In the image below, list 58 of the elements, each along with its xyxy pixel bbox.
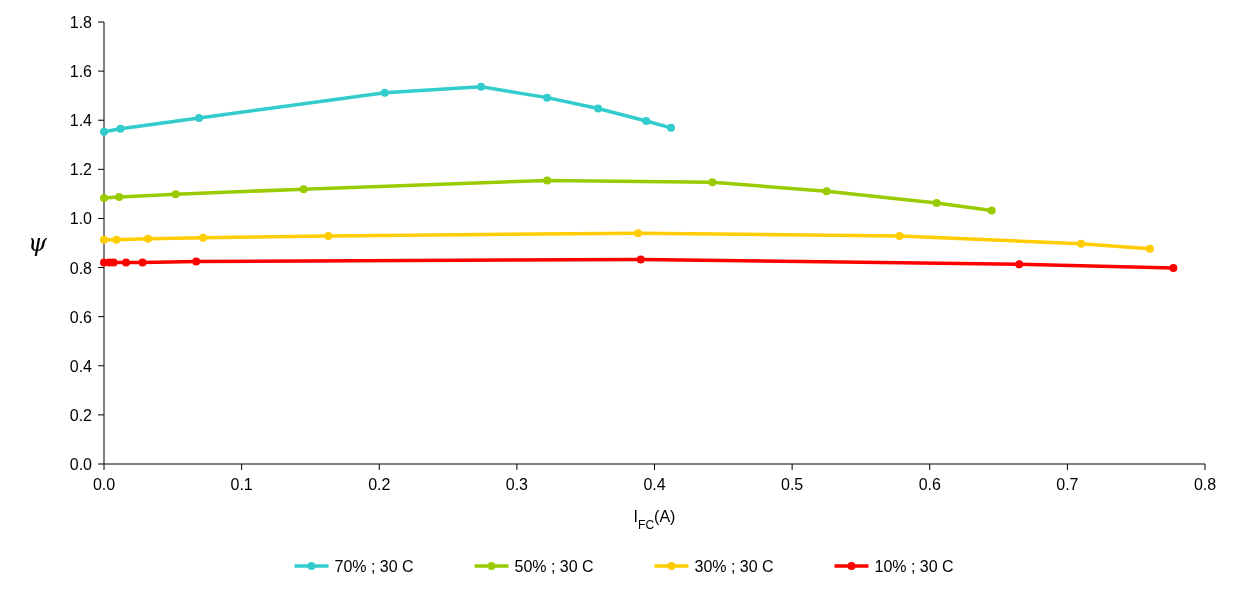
y-tick-label: 1.0 xyxy=(69,210,93,228)
point xyxy=(708,178,717,187)
y-tick-label: 0.0 xyxy=(69,456,93,473)
y-tick-label: 0.2 xyxy=(69,406,93,424)
point xyxy=(194,114,203,122)
point xyxy=(987,206,996,215)
x-tick-label: 0.0 xyxy=(92,476,116,493)
point xyxy=(380,88,389,97)
point xyxy=(299,185,308,194)
x-tick-label: 0.3 xyxy=(505,476,529,493)
point xyxy=(636,255,645,264)
point xyxy=(477,82,486,91)
x-tick-label: 0.2 xyxy=(368,476,391,493)
y-tick-label: 1.8 xyxy=(69,14,93,31)
point xyxy=(199,233,208,242)
point xyxy=(822,187,831,196)
x-tick-label: 0.4 xyxy=(643,476,666,493)
x-tick-label: 0.6 xyxy=(918,476,941,493)
point xyxy=(100,127,108,136)
point xyxy=(1077,239,1086,248)
point xyxy=(594,104,603,113)
point xyxy=(115,193,124,202)
point xyxy=(642,116,651,125)
point xyxy=(895,231,904,240)
point xyxy=(171,190,180,199)
legend-label: 70% ; 30 C xyxy=(334,558,414,575)
point xyxy=(932,198,941,207)
y-tick-label: 1.2 xyxy=(69,161,93,179)
x-tick-label: 0.8 xyxy=(1193,476,1217,493)
point xyxy=(138,258,147,267)
point xyxy=(122,258,131,267)
x-axis-title: I$_{FC}$(A) xyxy=(633,508,676,532)
point xyxy=(1015,260,1024,269)
x-tick-label: 0.1 xyxy=(230,476,253,493)
x-tick-label: 0.7 xyxy=(1056,476,1079,493)
legend-label: 30% ; 30 C xyxy=(694,558,774,575)
point xyxy=(543,93,552,102)
point xyxy=(1169,264,1178,273)
point xyxy=(144,234,153,243)
point xyxy=(324,231,333,240)
y-tick-label: 1.6 xyxy=(69,63,93,81)
x-tick-label: 0.5 xyxy=(781,476,804,493)
legend-label: 50% ; 30 C xyxy=(514,558,594,575)
y-axis-title: ψ xyxy=(28,229,48,257)
y-tick-label: 0.4 xyxy=(69,357,93,375)
legend-label: 10% ; 30 C xyxy=(874,558,954,575)
point xyxy=(633,229,642,238)
y-tick-label: 0.8 xyxy=(69,259,93,277)
y-tick-label: 0.6 xyxy=(69,308,93,326)
y-tick-label: 1.4 xyxy=(69,112,93,130)
point xyxy=(100,235,108,244)
point xyxy=(192,257,201,266)
point xyxy=(667,123,676,132)
point xyxy=(112,235,121,244)
point xyxy=(543,176,552,185)
point xyxy=(116,124,125,133)
point xyxy=(1145,244,1154,253)
point xyxy=(100,194,108,203)
